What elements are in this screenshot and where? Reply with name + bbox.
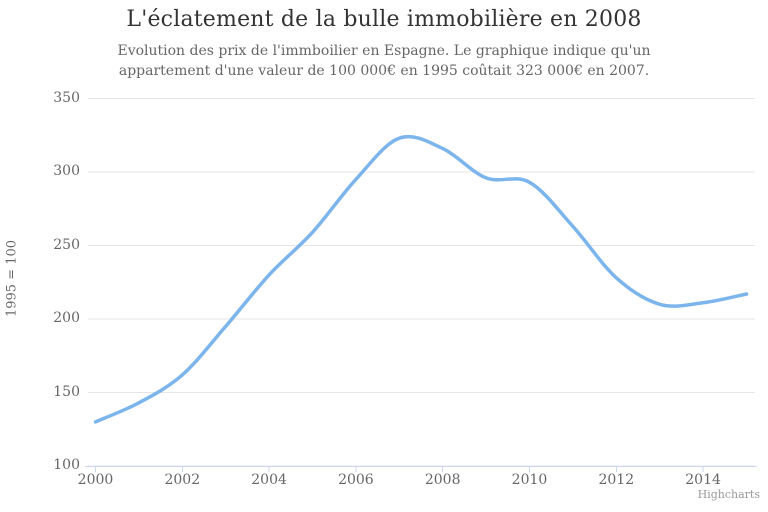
- x-axis-label: 2012: [598, 472, 635, 488]
- y-axis-label: 100: [53, 457, 80, 473]
- chart-subtitle: Evolution des prix de l'immboilier en Es…: [117, 43, 651, 79]
- x-axis-label: 2010: [511, 472, 548, 488]
- x-axis-label: 2000: [77, 472, 114, 488]
- y-axis-label: 350: [53, 89, 80, 106]
- x-axis-label: 2002: [164, 472, 201, 488]
- x-axis-label: 2006: [338, 472, 374, 488]
- y-axis-label: 200: [53, 310, 80, 326]
- x-axis-label: 2008: [424, 472, 461, 488]
- y-axis-label: 250: [53, 236, 80, 253]
- highcharts-credit[interactable]: Highcharts: [697, 488, 760, 501]
- x-axis-label: 2004: [251, 472, 287, 488]
- x-axis-label: 2014: [685, 472, 721, 488]
- y-axis-label: 300: [53, 163, 80, 179]
- series-line: [93, 134, 749, 424]
- chart-title: L'éclatement de la bulle immobilière en …: [126, 7, 642, 32]
- y-axis-label: 150: [53, 383, 80, 400]
